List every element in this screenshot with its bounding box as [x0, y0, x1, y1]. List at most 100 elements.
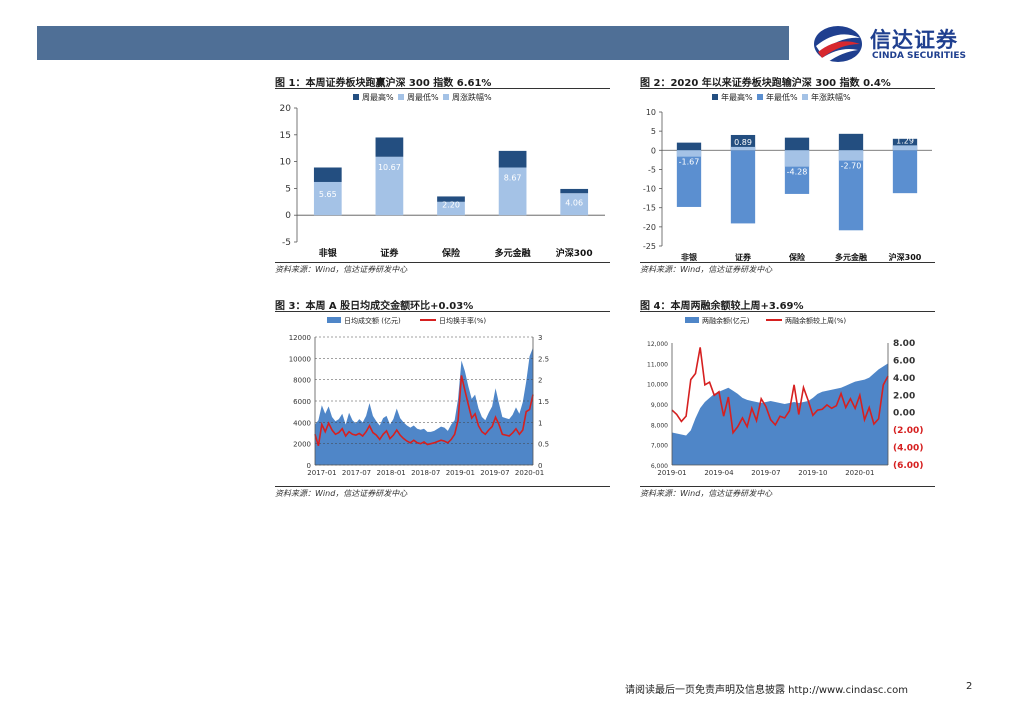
left-tick-label: 7,000 [651, 443, 668, 450]
brand-name-cn: 信达证券 [870, 28, 958, 52]
category-label: 保险 [788, 252, 806, 262]
left-tick-label: 8,000 [651, 422, 668, 429]
legend-label: 日均成交额 (亿元) [344, 316, 401, 325]
category-label: 证券 [380, 247, 399, 259]
figure-3-title: 图 3：本周 A 股日均成交金额环比+0.03% [275, 301, 474, 312]
figure-1-title-rule [275, 88, 610, 89]
left-tick-label: 10,000 [647, 382, 668, 389]
bar-周最低% [375, 156, 404, 216]
figure-4: 图 4：本周两融余额较上周+3.69% 6,000 7,000 8,000 9,000… [640, 297, 935, 507]
data-label: -1.67 [679, 158, 700, 167]
legend-swatch [802, 94, 808, 100]
bar-周最低% [560, 193, 589, 216]
data-label: 10.67 [378, 163, 401, 172]
figure-3: 图 3：本周 A 股日均成交金额环比+0.03% 0 2000 4000 6000 80… [275, 297, 610, 507]
right-tick-label: 6.00 [893, 356, 915, 366]
y-tick-label: 5 [285, 184, 291, 194]
bar-年最高% [676, 142, 702, 151]
bar-周最低% [437, 201, 465, 216]
x-tick-label: 2019-01 [446, 469, 475, 477]
right-tick-label: 2.5 [538, 355, 549, 363]
figure-4-bottom-rule [640, 486, 935, 487]
category-label: 非银 [681, 252, 698, 262]
left-tick-label: 12,000 [647, 341, 668, 348]
figure-1: 图 1：本周证券板块跑赢沪深 300 指数 6.61% -5 0 5 10 15 20 5.… [275, 74, 610, 284]
legend-label: 周涨跌幅% [452, 92, 492, 102]
bar-年最高% [730, 134, 756, 151]
legend-label: 年最低% [766, 92, 798, 102]
y-tick-label: -5 [648, 165, 656, 174]
figure-1-source: 资料来源：Wind，信达证券研发中心 [275, 265, 408, 274]
figure-4-title-rule [640, 311, 935, 312]
bar-周最低% [498, 167, 527, 216]
figure-2-bottom-rule [640, 262, 935, 263]
x-tick-label: 2019-07 [751, 469, 780, 477]
legend-swatch [398, 94, 404, 100]
cinda-emblem-icon [814, 26, 862, 62]
left-tick-label: 11,000 [647, 361, 668, 368]
area-两融余额(亿元) [672, 363, 888, 465]
left-tick-label: 0 [307, 462, 311, 470]
legend-label: 周最高% [362, 92, 394, 102]
legend-swatch [443, 94, 449, 100]
figure-1-bottom-rule [275, 262, 610, 263]
data-label: -4.28 [787, 168, 808, 177]
bar-年涨跌幅% [676, 150, 702, 157]
category-label: 证券 [735, 252, 752, 262]
bar-年最高% [892, 138, 918, 151]
category-label: 多元金融 [495, 247, 531, 259]
chart-1: -5 0 5 10 15 20 5.65 非银 10.67 证券 2.20 保险 8.67 多元金融 4.0… [280, 92, 605, 259]
right-tick-label: 4.00 [893, 374, 915, 384]
bar-年最低% [838, 150, 864, 231]
legend-label: 年涨跌幅% [811, 92, 851, 102]
bar-年涨跌幅% [784, 150, 810, 167]
line-日均换手率(%) [314, 375, 534, 447]
right-tick-label: (2.00) [893, 426, 923, 436]
bar-年涨跌幅% [892, 145, 918, 151]
right-tick-label: 8.00 [893, 339, 915, 349]
y-tick-label: 5 [651, 127, 656, 136]
data-label: 1.29 [896, 136, 914, 145]
legend-swatch [685, 317, 699, 323]
x-tick-label: 2019-04 [704, 469, 734, 477]
x-tick-label: 2020-01 [515, 469, 544, 477]
page-number: 2 [966, 681, 973, 692]
x-tick-label: 2017-07 [342, 469, 371, 477]
right-tick-label: 3 [538, 334, 542, 342]
legend-label: 两融余额较上周(%) [785, 316, 846, 325]
x-tick-label: 2019-10 [798, 469, 827, 477]
y-tick-label: 0 [285, 211, 291, 221]
chart-3: 0 2000 4000 6000 8000 10000 12000 0 0.5 1 1.5 2 2.5 3… [289, 316, 549, 477]
bar-年涨跌幅% [838, 150, 864, 161]
brand-logo: 信达证券 CINDA SECURITIES [812, 22, 992, 66]
x-tick-label: 2017-01 [307, 469, 336, 477]
figure-1-title: 图 1：本周证券板块跑赢沪深 300 指数 6.61% [275, 78, 492, 89]
y-tick-label: -25 [643, 242, 656, 251]
bar-年最低% [892, 150, 918, 194]
chart-4: 6,000 7,000 8,000 9,000 10,000 11,000 12,000 (6… [647, 316, 923, 477]
left-tick-label: 12000 [289, 334, 311, 342]
left-tick-label: 10000 [289, 355, 311, 363]
legend-label: 两融余额(亿元) [702, 316, 750, 325]
x-tick-label: 2019-01 [657, 469, 686, 477]
left-tick-label: 8000 [293, 377, 311, 385]
y-tick-label: -20 [643, 223, 656, 232]
figure-4-title: 图 4：本周两融余额较上周+3.69% [640, 301, 804, 312]
left-tick-label: 4000 [293, 419, 311, 427]
right-tick-label: 1 [538, 419, 542, 427]
figure-3-title-rule [275, 311, 610, 312]
figure-2: 图 2：2020 年以来证券板块跑输沪深 300 指数 0.4% -25 -20-… [640, 74, 935, 284]
chart-2: -25 -20 -15 -10 -5 0 5 10 -1.67 非银 0.89 证券 -4.28 保险 -2… [643, 92, 932, 262]
right-tick-label: 0.5 [538, 441, 549, 449]
legend-swatch [327, 317, 341, 323]
y-tick-label: 0 [651, 146, 656, 155]
y-tick-label: 15 [280, 131, 291, 141]
category-label: 多元金融 [835, 252, 867, 262]
legend-swatch [757, 94, 763, 100]
legend-swatch [712, 94, 718, 100]
data-label: 5.65 [319, 190, 337, 199]
y-tick-label: 20 [280, 104, 292, 114]
bar-周最高% [437, 196, 465, 202]
y-tick-label: -10 [643, 185, 656, 194]
bar-年涨跌幅% [730, 146, 756, 151]
